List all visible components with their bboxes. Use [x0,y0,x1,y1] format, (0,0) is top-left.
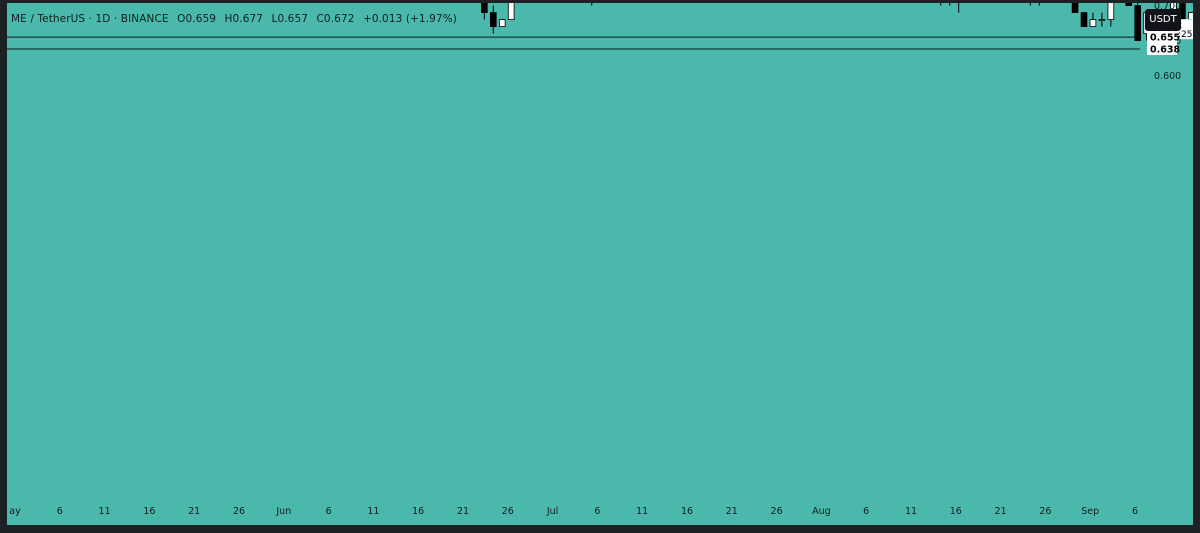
candle-body [1089,19,1097,28]
time-tick-label: 26 [502,506,514,517]
candle-body [1080,12,1088,28]
candle-body [1107,3,1115,21]
currency-unit-button[interactable]: USDT [1145,9,1181,31]
time-tick-label: 16 [412,506,424,517]
candle-body [1125,3,1133,6]
time-tick-label: 21 [457,506,469,517]
candle[interactable] [498,19,506,28]
candle-body [1134,5,1142,41]
candle[interactable] [1134,3,1142,41]
candle[interactable] [1080,12,1088,28]
time-tick-label: Sep [1081,506,1099,517]
candle[interactable] [1071,3,1079,13]
symbol-title: ME / TetherUS · 1D · BINANCE [11,13,169,25]
candle-body [481,3,488,14]
price-tick-label: 0.700 [1154,3,1181,12]
time-tick-label: 6 [863,506,869,517]
time-tick-label: 16 [681,506,693,517]
price-tick-label: 0.600 [1154,71,1181,82]
candle-body [1098,19,1106,22]
candle-body [507,3,515,21]
candlestick-chart[interactable]: 1.2001.1501.1001.0501.0000.9500.9000.850… [7,3,1193,525]
symbol-legend: ME / TetherUS · 1D · BINANCE O0.659 H0.6… [11,13,462,25]
candle[interactable] [956,3,962,13]
candle[interactable] [1098,12,1106,27]
time-tick-label: 6 [57,506,63,517]
candle-body [489,12,497,28]
time-tick-label: 16 [950,506,962,517]
candle[interactable] [1036,3,1042,6]
time-tick-label: 16 [143,506,155,517]
time-tick-label: 11 [367,506,379,517]
time-tick-label: 21 [995,506,1007,517]
candle-body [498,19,506,28]
time-tick-label: 6 [326,506,332,517]
chart-panel[interactable]: 1.2001.1501.1001.0501.0000.9500.9000.850… [7,3,1193,525]
time-tick-label: 11 [636,506,648,517]
time-tick-label: 21 [726,506,738,517]
close-value: C0.672 [316,13,355,25]
time-tick-label: 6 [1132,506,1138,517]
time-tick-label: 21 [188,506,200,517]
low-value: L0.657 [271,13,309,25]
line-price-label [1147,31,1177,44]
candle[interactable] [481,3,488,20]
candle[interactable] [589,3,595,6]
candle[interactable] [1027,3,1033,6]
line-price-label [1147,43,1177,55]
candle-body [1188,12,1193,21]
time-tick-label: 11 [905,506,917,517]
candle[interactable] [1089,12,1097,28]
line-price-text: 0.655 [1150,33,1180,44]
candle[interactable] [1125,3,1133,6]
candle[interactable] [938,3,944,6]
open-value: O0.659 [177,13,217,25]
time-tick-label: 26 [1039,506,1051,517]
candle[interactable] [489,5,497,34]
high-value: H0.677 [224,13,264,25]
candle[interactable] [1107,3,1115,27]
time-tick-label: Aug [812,506,831,517]
candle-body [1071,3,1079,13]
time-tick-label: 6 [594,506,600,517]
candle[interactable] [1188,12,1194,21]
line-price-text: 0.638 [1150,45,1180,56]
time-tick-label: 11 [99,506,111,517]
candle[interactable] [507,3,515,21]
time-tick-label: Jul [546,506,558,517]
change-value: +0.013 (+1.97%) [362,13,457,25]
time-tick-label: Jun [275,506,291,517]
time-tick-label: ay [9,506,21,517]
time-tick-label: 26 [233,506,245,517]
time-tick-label: 26 [771,506,783,517]
candle[interactable] [947,3,953,6]
